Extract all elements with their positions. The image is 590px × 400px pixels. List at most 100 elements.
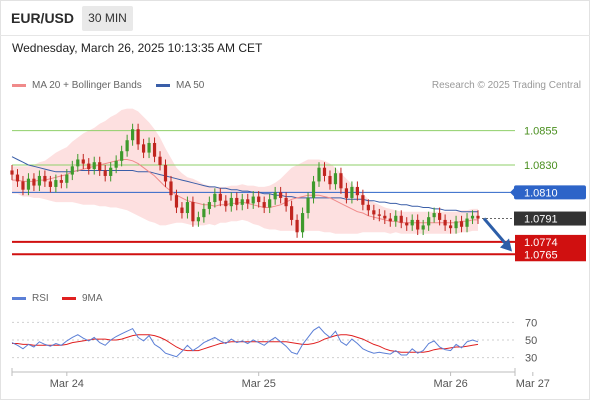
candle-body — [185, 202, 190, 214]
level-badge-1.0810 — [514, 185, 586, 200]
candle-body — [306, 197, 310, 214]
candle-body — [268, 199, 272, 208]
x-tick-label-Mar 27: Mar 27 — [516, 378, 550, 390]
candle-body — [191, 202, 195, 222]
level-badge-text-1.0765: 1.0765 — [524, 249, 558, 261]
candle-body — [59, 180, 63, 183]
candle-body — [284, 197, 288, 207]
level-label-1.0830: 1.0830 — [524, 160, 558, 172]
candle-body — [218, 193, 222, 201]
x-tick-label-Mar 25: Mar 25 — [242, 378, 276, 390]
candle-body — [163, 164, 168, 182]
candle-body — [169, 181, 173, 196]
candle-body — [21, 181, 25, 190]
candle-body — [65, 174, 69, 183]
candle-body — [399, 215, 403, 223]
candle-body — [152, 142, 157, 157]
candle-body — [300, 213, 305, 233]
candle-body — [421, 225, 425, 230]
candle-body — [213, 193, 217, 203]
candle-body — [109, 167, 113, 176]
candle-body — [459, 221, 464, 227]
candle-body — [114, 160, 118, 168]
candle-body — [295, 219, 299, 233]
candle-body — [355, 186, 359, 196]
level-badge-1.0765 — [515, 247, 586, 262]
candle-body — [180, 207, 184, 214]
candle-body — [224, 200, 228, 207]
x-tick-label-Mar 26: Mar 26 — [433, 378, 467, 390]
legend-ma20-label: MA 20 + Bollinger Bands — [32, 80, 142, 91]
candle-body — [361, 195, 365, 205]
candle-body — [54, 180, 58, 187]
candle-body — [388, 218, 392, 222]
candle-body — [410, 219, 414, 226]
candle-body — [196, 217, 200, 222]
level-badge-1.0791 — [514, 211, 586, 226]
candle-body — [125, 140, 129, 152]
x-tick-label-Mar 24: Mar 24 — [50, 378, 84, 390]
candle-body — [32, 178, 36, 186]
candle-body — [202, 208, 206, 218]
rsi-tick-label-30: 30 — [525, 353, 537, 365]
candle-body — [158, 156, 162, 165]
candle-body — [311, 181, 316, 198]
ma20-swatch — [12, 84, 26, 87]
timestamp: Wednesday, March 26, 2025 10:13:35 AM CE… — [12, 41, 263, 55]
candle-body — [131, 129, 135, 141]
candle-body — [229, 197, 233, 207]
candle-body — [366, 204, 370, 211]
candle-body — [26, 178, 31, 190]
candle-body — [10, 170, 14, 175]
level-label-1.0855: 1.0855 — [524, 126, 558, 138]
legend-9ma: 9MA — [62, 293, 103, 304]
candle-body — [432, 213, 436, 218]
ma50-swatch — [156, 84, 170, 87]
candle-body — [454, 221, 458, 229]
candle-body — [290, 206, 294, 220]
ma50-line — [11, 156, 478, 213]
rsi-tick-label-70: 70 — [525, 317, 537, 329]
candle-body — [448, 225, 453, 229]
level-badge-text-1.0774: 1.0774 — [524, 237, 558, 249]
candle-body — [76, 159, 80, 167]
candle-body — [120, 151, 124, 161]
candle-body — [70, 166, 74, 175]
candle-body — [405, 222, 409, 226]
candle-body — [103, 170, 107, 176]
level-badge-text-1.0791: 1.0791 — [524, 214, 558, 226]
candle-body — [328, 175, 332, 185]
legend-rsi: RSI — [12, 293, 49, 304]
rsi-tick-label-50: 50 — [525, 335, 537, 347]
candle-body — [333, 173, 338, 185]
level-badge-pointer — [510, 187, 515, 198]
interval-button[interactable]: 30 MIN — [82, 6, 133, 31]
candle-body — [251, 196, 255, 204]
candle-body — [465, 218, 469, 227]
candle-body — [257, 196, 261, 203]
candle-body — [470, 215, 475, 219]
candle-body — [43, 175, 47, 182]
candle-body — [443, 219, 447, 226]
candle-body — [174, 195, 179, 208]
bollinger-band — [12, 108, 478, 234]
legend-ma20-bb: MA 20 + Bollinger Bands — [12, 80, 142, 91]
legend-ma50-label: MA 50 — [176, 80, 205, 91]
candle-body — [438, 213, 442, 220]
candle-body — [350, 186, 354, 198]
candle-body — [476, 215, 480, 219]
candle-body — [48, 181, 52, 187]
symbol-label: EUR/USD — [11, 10, 75, 26]
rsi-swatch — [12, 297, 26, 300]
candle-body — [240, 199, 244, 205]
candle-body — [207, 202, 211, 209]
candle-body — [339, 173, 343, 189]
candle-body — [136, 129, 140, 145]
candle-body — [141, 144, 146, 153]
legend-9ma-label: 9MA — [82, 293, 103, 304]
candle-body — [416, 219, 420, 230]
candle-body — [344, 188, 349, 198]
candle-body — [235, 197, 239, 205]
rsi-ma-swatch — [62, 297, 76, 300]
